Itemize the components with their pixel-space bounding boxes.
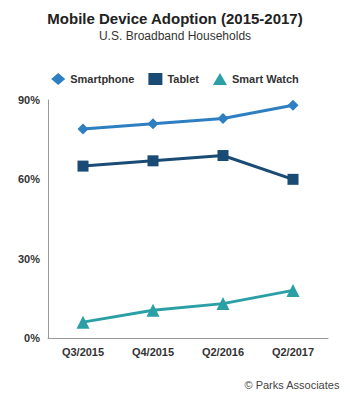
svg-text:Q4/2015: Q4/2015 — [132, 346, 174, 358]
svg-text:Q2/2017: Q2/2017 — [272, 346, 314, 358]
svg-text:U.S. Broadband Households: U.S. Broadband Households — [99, 29, 251, 43]
svg-text:Smart Watch: Smart Watch — [232, 73, 299, 85]
svg-text:Q3/2015: Q3/2015 — [62, 346, 104, 358]
svg-text:0%: 0% — [24, 332, 40, 344]
svg-text:© Parks Associates: © Parks Associates — [244, 379, 339, 391]
svg-text:Smartphone: Smartphone — [70, 73, 134, 85]
svg-text:30%: 30% — [18, 253, 40, 265]
svg-text:90%: 90% — [18, 94, 40, 106]
svg-text:Q2/2016: Q2/2016 — [202, 346, 244, 358]
svg-text:Tablet: Tablet — [167, 73, 199, 85]
svg-text:Mobile Device Adoption (2015-2: Mobile Device Adoption (2015-2017) — [47, 10, 302, 27]
svg-text:60%: 60% — [18, 173, 40, 185]
